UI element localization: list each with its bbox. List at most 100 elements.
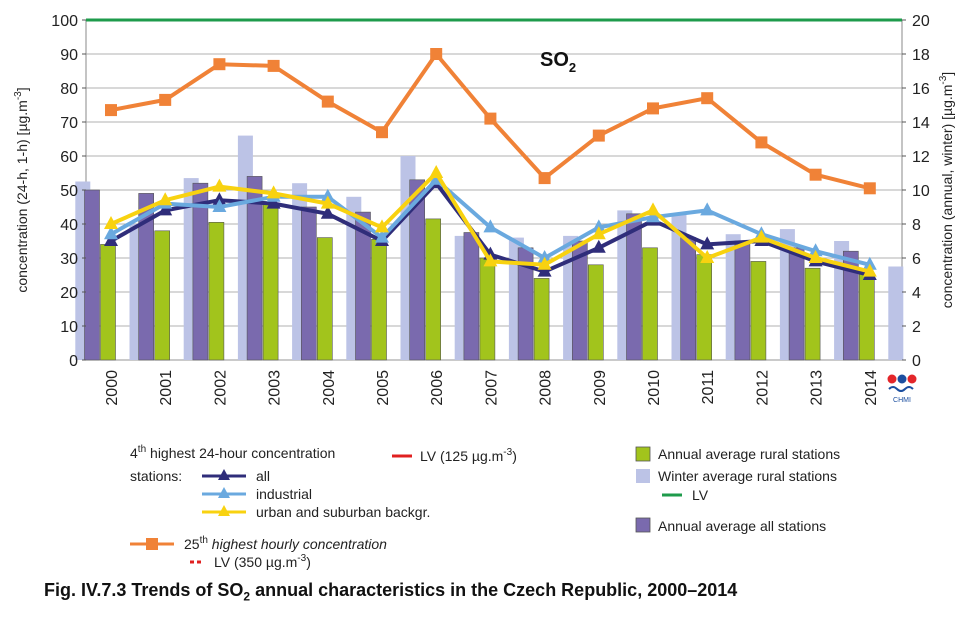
bar [888,266,904,360]
y-right-tick-label: 6 [912,251,921,268]
marker-square [321,95,334,108]
bar [316,237,333,361]
marker-triangle [700,250,715,263]
marker-square [159,93,172,106]
y-left-tick-label: 40 [60,217,78,234]
marker-triangle [700,202,715,216]
y-left-tick-label: 0 [69,353,78,370]
marker-triangle [646,209,660,223]
marker-triangle [591,239,606,253]
marker-square [701,92,714,105]
legend-item-lv125: LV (125 µg.m-3) [392,447,517,464]
marker-triangle [862,263,877,277]
bar [788,247,805,361]
marker-triangle [754,229,769,243]
x-tick-label: 2000 [104,370,121,406]
bar [300,206,317,361]
marker-triangle [429,165,444,178]
y-left-tick-label: 90 [60,47,78,64]
bar [409,179,426,361]
bar [642,247,658,361]
legend-item-hourly: 25th highest hourly concentration [130,535,387,552]
y-right-tick-label: 4 [912,285,921,302]
y-right-tick-label: 12 [912,149,930,166]
marker-square [267,59,280,72]
marker-triangle [104,216,118,229]
legend-item-urban: urban and suburban backgr. [202,504,430,520]
svg-text:all: all [256,468,270,484]
marker-triangle [646,202,660,216]
marker-triangle [320,188,335,202]
marker-square [430,48,443,60]
x-tick-label: 2008 [538,370,555,406]
y-right-tick-label: 0 [912,353,921,370]
bar [858,272,875,361]
y-right-axis-label: concentration (annual, winter) [µg.m-3] [938,72,955,308]
bar [680,237,697,361]
bar [425,218,442,361]
y-right-tick-label: 20 [912,13,930,30]
x-tick-label: 2012 [754,370,771,406]
svg-text:LV (125 µg.m-3): LV (125 µg.m-3) [420,447,517,464]
bar [750,261,767,361]
marker-triangle [266,185,281,199]
x-tick-label: 2002 [212,370,229,406]
y-left-tick-label: 50 [60,183,78,200]
marker-square [647,102,659,115]
bar [100,244,116,361]
marker-triangle [808,243,823,257]
marker-square [592,129,605,142]
svg-text:industrial: industrial [256,486,312,502]
marker-triangle [212,192,227,206]
marker-square [484,112,497,125]
legend-heading-2: stations: [130,468,182,484]
marker-triangle [808,250,823,263]
y-left-tick-label: 60 [60,149,78,166]
y-left-tick-label: 100 [51,13,78,30]
x-tick-label: 2011 [700,370,717,405]
marker-square [538,172,551,185]
bar [138,193,154,361]
marker-triangle [537,263,552,277]
marker-triangle [158,202,173,216]
bar [84,189,100,361]
y-right-tick-label: 14 [912,115,930,132]
marker-triangle [375,219,389,233]
x-tick-label: 2006 [429,370,446,406]
y-left-tick-label: 20 [60,285,78,302]
legend-item-lv350: LV (350 µg.m-3) [190,553,311,570]
y-right-tick-label: 2 [912,319,921,336]
marker-triangle [266,195,281,209]
line-series-group [86,18,902,280]
axes: 0 10 20 30 40 50 60 70 80 90 100 0 2 4 6 8 10 12 14 16 18 20 2… [51,13,930,406]
marker-triangle [320,195,335,209]
bar [463,232,480,361]
marker-square [376,126,388,139]
figure-caption: Fig. IV.7.3 Trends of SO2 annual charact… [44,580,738,604]
svg-text:LV (350 µg.m-3): LV (350 µg.m-3) [214,553,311,570]
chmi-logo: CHMI [887,374,917,404]
y-right-tick-label: 16 [912,81,930,98]
bar [192,182,209,361]
marker-triangle [158,192,173,206]
marker-triangle [537,250,552,263]
svg-text:urban and suburban backgr.: urban and suburban backgr. [256,504,430,520]
marker-square [755,136,768,149]
marker-triangle [483,219,498,233]
x-tick-label: 2014 [863,370,880,406]
marker-triangle [212,199,227,212]
y-left-tick-label: 80 [60,81,78,98]
svg-text:LV: LV [692,487,709,503]
bar [626,213,642,361]
svg-text:Annual average all stations: Annual average all stations [658,518,826,534]
x-tick-label: 2001 [158,370,175,406]
marker-triangle [483,253,498,267]
marker-square [213,58,226,71]
x-tick-label: 2009 [592,370,609,406]
bar [696,254,713,361]
marker-triangle [537,256,552,270]
svg-text:25th highest hourly concentrat: 25th highest hourly concentration [184,535,387,552]
marker-square [809,168,822,181]
svg-text:Annual average rural stations: Annual average rural stations [658,446,840,462]
legend-item-rural-winter: Winter average rural stations [636,468,837,484]
